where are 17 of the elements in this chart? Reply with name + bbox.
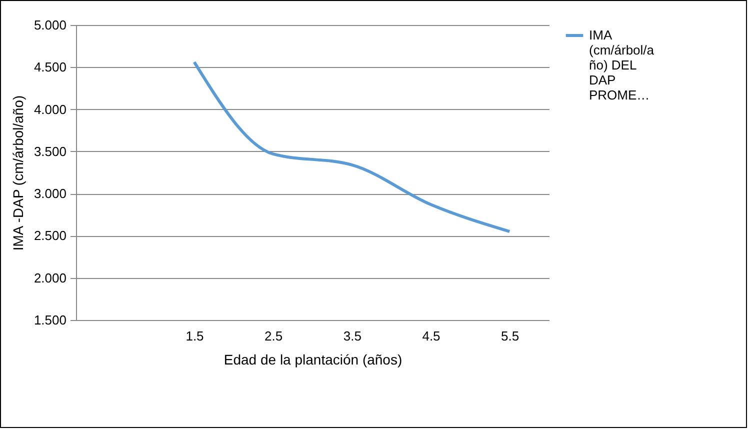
y-tick-label: 4.500 <box>34 60 66 75</box>
x-tick-label: 4.5 <box>422 328 440 344</box>
y-tick-label: 3.000 <box>34 186 66 202</box>
line-series <box>192 60 512 233</box>
y-tick-label: 2.500 <box>34 228 66 244</box>
x-axis-title: Edad de la plantación (años) <box>224 352 402 368</box>
y-tick-label: 1.500 <box>34 312 66 328</box>
y-tick-label: 5.000 <box>34 18 66 32</box>
x-tick-label: 1.5 <box>186 328 204 344</box>
y-tick-label: 4.000 <box>34 102 66 117</box>
y-axis-title: IMA -DAP (cm/árbol/año) <box>10 95 26 251</box>
y-tick-label: 3.500 <box>34 144 66 159</box>
x-tick-label: 2.5 <box>264 328 283 344</box>
x-tick-label: 5.5 <box>501 328 520 344</box>
y-tick-label: 2.000 <box>34 270 66 286</box>
legend-label: IMA (cm/árbol/año) DEL DAP PROME… <box>589 28 655 102</box>
x-tick-label: 3.5 <box>343 328 362 344</box>
